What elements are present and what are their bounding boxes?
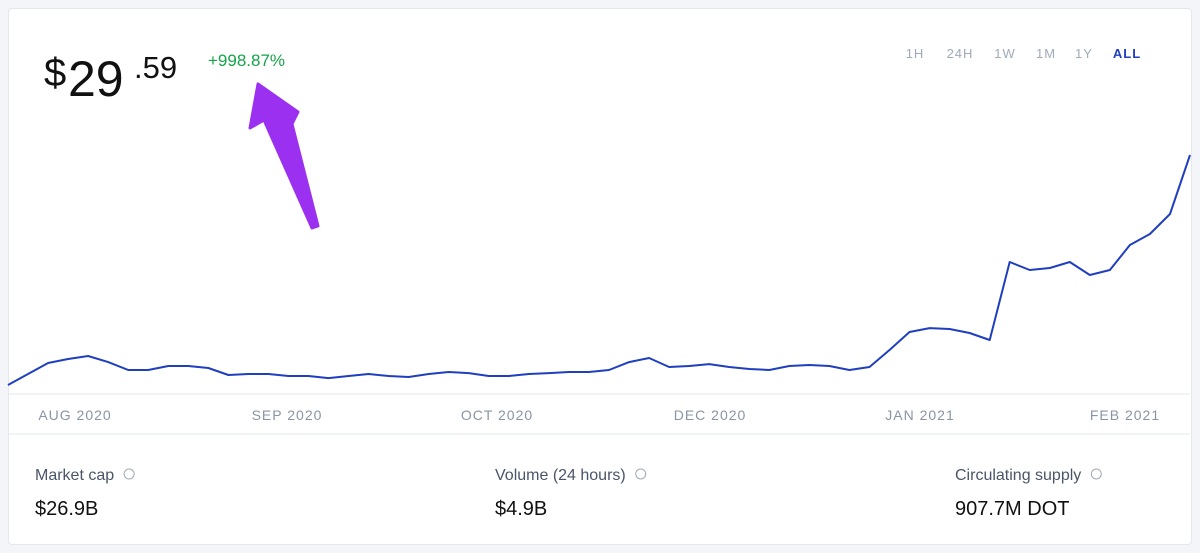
annotation-arrow <box>248 82 320 230</box>
stat-value: $4.9B <box>495 498 547 520</box>
info-icon[interactable] <box>635 468 647 480</box>
stat-value: $26.9B <box>35 498 98 520</box>
stat-value: 907.7M DOT <box>955 498 1069 520</box>
price-change: +998.87% <box>208 51 285 70</box>
range-tab[interactable]: 1Y <box>1075 46 1093 61</box>
price-currency: $ <box>44 51 66 95</box>
price-card <box>8 8 1192 545</box>
range-tab[interactable]: 1H <box>906 46 925 61</box>
info-icon[interactable] <box>1090 468 1102 480</box>
x-axis-label: SEP 2020 <box>252 407 323 423</box>
stat-label: Market cap <box>35 467 114 484</box>
range-tab[interactable]: 1W <box>994 46 1016 61</box>
range-tab[interactable]: 1M <box>1036 46 1056 61</box>
x-axis-label: FEB 2021 <box>1090 407 1160 423</box>
x-axis-label: DEC 2020 <box>674 407 747 423</box>
stat-label: Volume (24 hours) <box>495 467 626 484</box>
price-integer: 29 <box>68 51 124 107</box>
stat-label: Circulating supply <box>955 467 1081 484</box>
x-axis-label: AUG 2020 <box>38 407 111 423</box>
price-line <box>7 154 1191 386</box>
x-axis-label: JAN 2021 <box>885 407 954 423</box>
range-tab[interactable]: ALL <box>1113 46 1141 61</box>
x-axis-label: OCT 2020 <box>461 407 533 423</box>
price-fraction: .59 <box>134 50 177 85</box>
info-icon[interactable] <box>123 468 135 480</box>
range-tab[interactable]: 24H <box>947 46 974 61</box>
